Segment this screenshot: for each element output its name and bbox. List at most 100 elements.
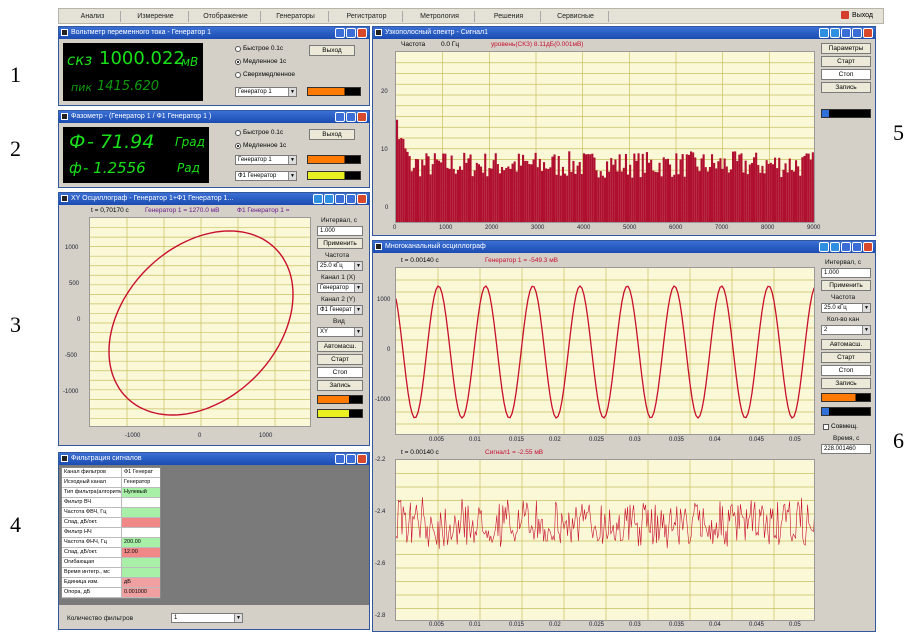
filter-param-value[interactable]: 0.001000 [122,588,160,597]
minimize-icon[interactable] [841,28,851,38]
filter-param-value[interactable]: Ф1 Генерат [122,468,160,477]
filter-table-row[interactable]: Фильтр НЧ [62,528,160,538]
spectrum-start-button[interactable]: Старт [821,56,871,67]
menu-recorder[interactable]: Регистратор [331,11,403,22]
close-icon[interactable] [357,28,367,38]
radio-fast[interactable]: Быстрое 0.1с [235,45,283,52]
color-indicator-2[interactable] [317,409,363,418]
menu-display[interactable]: Отображение [191,11,261,22]
bottom-scope-plot[interactable] [395,459,815,621]
minimize-icon[interactable] [335,28,345,38]
filter-param-value[interactable] [122,498,160,507]
color-indicator-2[interactable] [307,171,361,180]
minimize-icon[interactable] [335,112,345,122]
filter-table-row[interactable]: Частота ФВЧ, Гц [62,508,160,518]
maximize-icon[interactable] [852,28,862,38]
filter-table-row[interactable]: Исходный канал Генератор [62,478,160,488]
filter-param-value[interactable] [122,528,160,537]
color-indicator-2[interactable] [821,407,871,416]
color-indicator[interactable] [821,109,871,118]
autoscale-button[interactable]: Автомасш. [317,341,363,352]
menu-solutions[interactable]: Решения [477,11,541,22]
filter-count-select[interactable]: 1 ▼ [171,613,243,623]
color-indicator-1[interactable] [307,155,361,164]
toolbar-icon[interactable] [324,194,334,204]
menu-measurement[interactable]: Измерение [123,11,189,22]
apply-button[interactable]: Применить [821,280,871,291]
generator2-select[interactable]: Ф1 Генератор ▼ [235,171,297,181]
minimize-icon[interactable] [335,194,345,204]
record-button[interactable]: Запись [821,378,871,389]
start-button[interactable]: Старт [317,354,363,365]
filter-table-row[interactable]: Тип фильтра(алгоритм) Нулевый [62,488,160,498]
filter-param-value[interactable]: 200.00 [122,538,160,547]
interval-input[interactable]: 1.000 [821,268,871,278]
toolbar-icon[interactable] [313,194,323,204]
filter-param-value[interactable]: Нулевый [122,488,160,497]
voltmeter-exit-button[interactable]: Выход [309,45,355,56]
parameters-button[interactable]: Параметры [821,43,871,54]
toolbar-icon[interactable] [830,28,840,38]
spectrum-plot-area[interactable] [395,51,815,223]
close-icon[interactable] [357,112,367,122]
ch1-select[interactable]: Генератор ▼ [317,283,363,293]
toolbar-icon[interactable] [819,242,829,252]
generator1-select[interactable]: Генератор 1 ▼ [235,155,297,165]
filter-param-value[interactable]: Генератор [122,478,160,487]
filter-table-row[interactable]: Единица изм. дБ [62,578,160,588]
multiscope-titlebar[interactable]: Многоканальный осциллограф [373,241,875,253]
exit-menu[interactable]: Выход [841,11,873,19]
generator-select[interactable]: Генератор 1 ▼ [235,87,297,97]
menu-analysis[interactable]: Анализ [65,11,121,22]
freq-select[interactable]: 25.0 кГц ▼ [821,303,871,313]
stop-button[interactable]: Стоп [821,365,871,376]
filter-table[interactable]: Канал фильтров Ф1 Генерат Исходный канал Ге… [61,467,161,599]
filter-param-value[interactable] [122,568,160,577]
xy-scope-titlebar[interactable]: XY Осциллограф - Генератор 1+Ф1 Генерато… [59,193,369,205]
menu-metrology[interactable]: Метрология [405,11,475,22]
freq-select[interactable]: 25.0 кГц ▼ [317,261,363,271]
radio-fast[interactable]: Быстрое 0.1с [235,129,283,136]
start-button[interactable]: Старт [821,352,871,363]
toolbar-icon[interactable] [830,242,840,252]
filter-param-value[interactable] [122,508,160,517]
color-indicator-1[interactable] [317,395,363,404]
channel-count-select[interactable]: 2 ▼ [821,325,871,335]
filter-table-row[interactable]: Спад, дБ/окт. 12.00 [62,548,160,558]
filter-table-row[interactable]: Опора, дБ 0.001000 [62,588,160,598]
filter-table-row[interactable]: Огибающая [62,558,160,568]
top-scope-plot[interactable] [395,267,815,435]
filter-table-row[interactable]: Время интегр., мс [62,568,160,578]
maximize-icon[interactable] [346,194,356,204]
radio-slow[interactable]: Медленное 1с [235,58,286,65]
ch2-select[interactable]: Ф1 Генерат ▼ [317,305,363,315]
apply-button[interactable]: Применить [317,238,363,249]
filter-table-row[interactable]: Спад, дБ/окт. [62,518,160,528]
maximize-icon[interactable] [852,242,862,252]
spectrum-record-button[interactable]: Запись [821,82,871,93]
menu-service[interactable]: Сервисные [543,11,609,22]
close-icon[interactable] [357,454,367,464]
toolbar-icon[interactable] [819,28,829,38]
filter-param-value[interactable]: 12.00 [122,548,160,557]
autoscale-button[interactable]: Автомасш. [821,339,871,350]
filter-table-row[interactable]: Фильтр ВЧ [62,498,160,508]
close-icon[interactable] [357,194,367,204]
view-select[interactable]: XY ▼ [317,327,363,337]
phasemeter-exit-button[interactable]: Выход [309,129,355,140]
sync-checkbox[interactable]: Совмещ. [823,423,858,430]
maximize-icon[interactable] [346,28,356,38]
record-button[interactable]: Запись [317,380,363,391]
filter-titlebar[interactable]: Фильтрация сигналов [59,453,369,465]
filter-table-row[interactable]: Канал фильтров Ф1 Генерат [62,468,160,478]
maximize-icon[interactable] [346,112,356,122]
radio-slow[interactable]: Медленное 1с [235,142,286,149]
filter-table-row[interactable]: Частота ФНЧ, Гц 200.00 [62,538,160,548]
spectrum-titlebar[interactable]: Узкополосный спектр - Сигнал1 [373,27,875,39]
minimize-icon[interactable] [841,242,851,252]
filter-param-value[interactable] [122,558,160,567]
spectrum-stop-button[interactable]: Стоп [821,69,871,80]
menu-generators[interactable]: Генераторы [263,11,329,22]
voltmeter-titlebar[interactable]: Вольтметр переменного тока - Генератор 1 [59,27,369,39]
filter-param-value[interactable]: дБ [122,578,160,587]
